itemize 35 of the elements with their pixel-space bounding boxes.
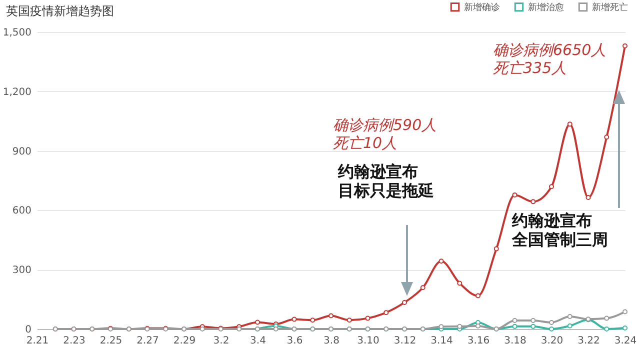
x-tick-label: 3.6 (286, 336, 303, 346)
y-tick-label: 600 (12, 206, 32, 217)
annotation: 全国管制三周 (512, 230, 608, 250)
annotation: 死亡10人 (333, 134, 398, 152)
x-tick-label: 3.2 (213, 336, 230, 346)
legend-label: 新增确诊 (464, 2, 500, 14)
annotation: 确诊病例6650人 (493, 41, 606, 60)
y-tick-label: 300 (12, 265, 32, 276)
x-tick-label: 3.10 (357, 336, 380, 346)
x-tick-label: 3.8 (324, 336, 340, 346)
y-tick-label: 1,500 (2, 28, 32, 38)
y-tick-label: 900 (12, 146, 32, 158)
annotation: 约翰逊宣布 (512, 211, 592, 230)
chart-title: 英国疫情新增趋势图 (6, 4, 114, 19)
annotation: 约翰逊宣布 (338, 162, 418, 182)
x-tick-label: 3.24 (614, 336, 637, 346)
x-tick-label: 3.12 (394, 336, 416, 346)
y-tick-label: 0 (25, 324, 32, 336)
x-tick-label: 2.23 (63, 336, 86, 346)
x-tick-label: 3.22 (578, 336, 600, 346)
x-tick-label: 2.29 (173, 336, 196, 346)
x-tick-label: 2.21 (26, 336, 49, 346)
x-tick-label: 3.4 (250, 336, 266, 346)
x-tick-label: 2.25 (100, 336, 122, 346)
y-tick-label: 1,200 (2, 86, 32, 98)
x-tick-label: 3.18 (504, 336, 526, 346)
x-tick-label: 3.14 (430, 336, 453, 346)
x-tick-label: 3.16 (467, 336, 490, 346)
x-tick-label: 3.20 (540, 336, 564, 346)
annotation: 确诊病例590人 (333, 116, 437, 134)
x-tick-label: 2.27 (136, 336, 159, 346)
annotation: 目标只是拖延 (338, 181, 434, 200)
annotation: 死亡335人 (493, 59, 567, 78)
legend-label: 新增死亡 (592, 2, 628, 14)
legend-label: 新增治愈 (528, 2, 564, 14)
